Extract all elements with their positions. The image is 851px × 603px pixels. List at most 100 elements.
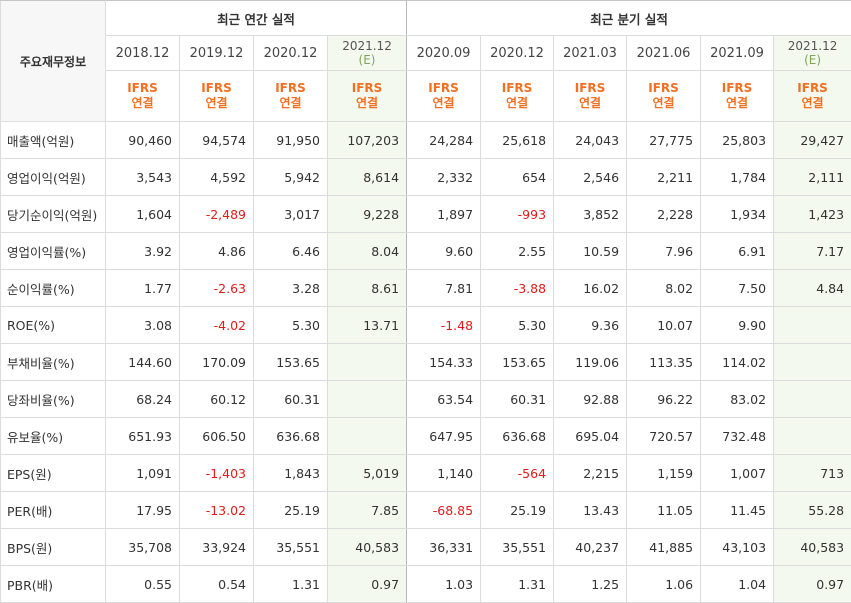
table-cell: 1.06 — [627, 566, 701, 603]
table-cell: 1.03 — [407, 566, 481, 603]
table-cell: 8,614 — [328, 159, 407, 196]
period-header-0: 2018.12 — [106, 36, 180, 71]
row-label: 영업이익률(%) — [1, 233, 106, 270]
table-cell — [774, 381, 851, 418]
period-header-3: 2021.12(E) — [328, 36, 407, 71]
table-cell: 9,228 — [328, 196, 407, 233]
table-cell: 170.09 — [180, 344, 254, 381]
table-cell: 153.65 — [481, 344, 554, 381]
table-cell: 1,843 — [254, 455, 328, 492]
table-cell: 2,332 — [407, 159, 481, 196]
table-cell: 1,140 — [407, 455, 481, 492]
table-cell: 1,784 — [701, 159, 774, 196]
period-label: 2018.12 — [116, 46, 170, 61]
table-cell: 3.28 — [254, 270, 328, 307]
period-header-1: 2019.12 — [180, 36, 254, 71]
table-cell: 16.02 — [554, 270, 627, 307]
table-cell: 63.54 — [407, 381, 481, 418]
table-cell: 96.22 — [627, 381, 701, 418]
table-cell: 4.86 — [180, 233, 254, 270]
table-cell: 1.31 — [254, 566, 328, 603]
table-cell: 153.65 — [254, 344, 328, 381]
ifrs-label: IFRS — [328, 81, 406, 96]
estimate-marker: (E) — [328, 53, 406, 67]
table-cell: 144.60 — [106, 344, 180, 381]
table-cell: 83.02 — [701, 381, 774, 418]
table-cell — [328, 344, 407, 381]
table-cell: -2.63 — [180, 270, 254, 307]
table-cell: -564 — [481, 455, 554, 492]
table-cell: -993 — [481, 196, 554, 233]
row-label: 영업이익(억원) — [1, 159, 106, 196]
table-cell: 0.97 — [774, 566, 851, 603]
table-cell: 636.68 — [254, 418, 328, 455]
table-cell: 10.07 — [627, 307, 701, 344]
table-cell: 5,019 — [328, 455, 407, 492]
table-cell — [774, 344, 851, 381]
table-cell: 119.06 — [554, 344, 627, 381]
table-cell: 29,427 — [774, 122, 851, 159]
ifrs-label: IFRS — [554, 81, 626, 96]
table-cell: 35,708 — [106, 529, 180, 566]
table-cell: 25,618 — [481, 122, 554, 159]
row-label: 부채비율(%) — [1, 344, 106, 381]
table-cell: 40,583 — [328, 529, 407, 566]
ifrs-label: IFRS — [254, 81, 327, 96]
period-label: 2020.12 — [264, 46, 318, 61]
table-cell: 2,215 — [554, 455, 627, 492]
ifrs-label: IFRS — [106, 81, 179, 96]
period-label: 2021.06 — [637, 46, 691, 61]
table-cell: 35,551 — [481, 529, 554, 566]
table-cell: 5.30 — [254, 307, 328, 344]
table-title: 주요재무정보 — [1, 1, 106, 122]
table-cell: 114.02 — [701, 344, 774, 381]
row-label: 매출액(억원) — [1, 122, 106, 159]
table-cell: 3,017 — [254, 196, 328, 233]
table-cell: 13.43 — [554, 492, 627, 529]
consolidated-label: 연결 — [106, 96, 179, 111]
table-cell: 41,885 — [627, 529, 701, 566]
table-cell: 43,103 — [701, 529, 774, 566]
table-cell: 55.28 — [774, 492, 851, 529]
consolidated-label: 연결 — [774, 96, 851, 111]
row-label: ROE(%) — [1, 307, 106, 344]
table-cell: 1,423 — [774, 196, 851, 233]
table-cell: 606.50 — [180, 418, 254, 455]
table-cell: 91,950 — [254, 122, 328, 159]
consolidated-label: 연결 — [554, 96, 626, 111]
table-cell: -1.48 — [407, 307, 481, 344]
table-cell: 2,211 — [627, 159, 701, 196]
table-cell: -1,403 — [180, 455, 254, 492]
row-label: PBR(배) — [1, 566, 106, 603]
period-header-9: 2021.12(E) — [774, 36, 851, 71]
row-label: BPS(원) — [1, 529, 106, 566]
consolidated-label: 연결 — [627, 96, 700, 111]
table-cell: 9.90 — [701, 307, 774, 344]
table-cell: 25.19 — [254, 492, 328, 529]
table-cell: 60.31 — [254, 381, 328, 418]
table-cell: 647.95 — [407, 418, 481, 455]
table-cell: 4.84 — [774, 270, 851, 307]
table-cell: 92.88 — [554, 381, 627, 418]
table-cell: -3.88 — [481, 270, 554, 307]
consolidated-label: 연결 — [180, 96, 253, 111]
annual-results-header: 최근 연간 실적 — [106, 1, 407, 36]
table-cell: 25.19 — [481, 492, 554, 529]
table-cell — [774, 418, 851, 455]
table-cell: 1,604 — [106, 196, 180, 233]
table-cell: 9.36 — [554, 307, 627, 344]
row-label: PER(배) — [1, 492, 106, 529]
row-label: 순이익률(%) — [1, 270, 106, 307]
table-cell: 8.04 — [328, 233, 407, 270]
